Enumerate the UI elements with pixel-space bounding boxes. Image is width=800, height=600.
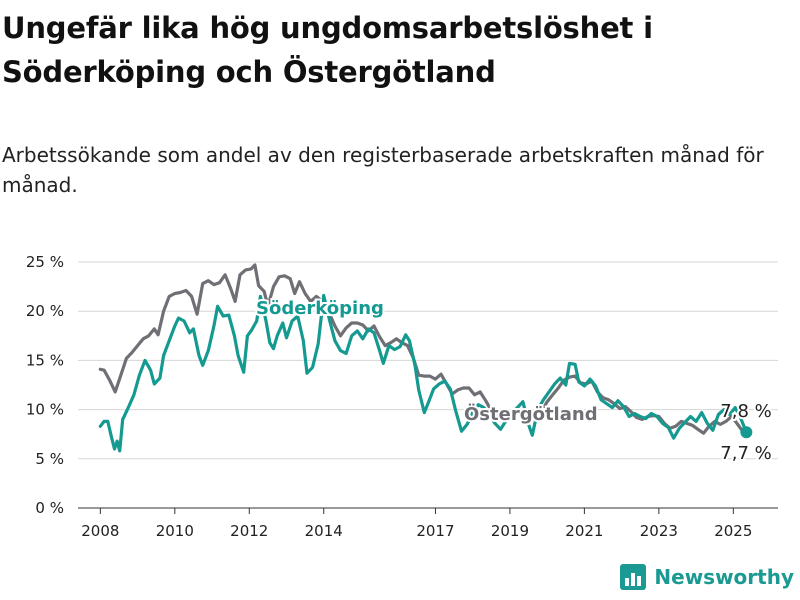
x-tick-label: 2010 [156, 522, 194, 540]
newsworthy-logo-icon [620, 564, 647, 590]
y-tick-label: 20 % [26, 302, 64, 320]
chart-title: Ungefär lika hög ungdomsarbetslöshet i S… [2, 11, 653, 89]
x-tick-label: 2023 [640, 522, 678, 540]
x-tick-label: 2014 [305, 522, 343, 540]
x-tick-label: 2017 [416, 522, 454, 540]
x-tick-label: 2019 [491, 522, 529, 540]
end-value-label-soderkoping: 7,7 % [720, 443, 771, 464]
y-tick-label: 0 % [35, 499, 64, 517]
chart-subtitle: Arbetssökande som andel av den registerb… [2, 143, 764, 197]
y-tick-label: 5 % [35, 450, 64, 468]
x-axis-ticks: 2008 2010 2012 2014 2017 2019 2021 2023 2025 [81, 508, 752, 540]
series-name-label-soderkoping: Söderköping [256, 298, 384, 319]
series-name-label-ostergotland: Östergötland [464, 403, 598, 425]
grid-lines [78, 261, 778, 509]
x-tick-label: 2021 [565, 522, 603, 540]
end-value-label-ostergotland: 7,8 % [720, 401, 771, 422]
series-lines [98, 263, 748, 453]
series-labels: Söderköping Östergötland 7,8 % 7,7 % [254, 296, 774, 466]
brand-name: Newsworthy [654, 565, 794, 589]
x-tick-label: 2012 [230, 522, 268, 540]
series-end-point-soderkoping [740, 426, 753, 439]
y-tick-label: 25 % [26, 253, 64, 271]
y-tick-label: 10 % [26, 401, 64, 419]
y-axis-ticks: 0 % 5 % 10 % 15 % 20 % 25 % [26, 253, 64, 517]
x-tick-label: 2008 [81, 522, 119, 540]
y-tick-label: 15 % [26, 351, 64, 369]
x-tick-label: 2025 [714, 522, 752, 540]
brand-logo: Newsworthy [620, 562, 794, 592]
series-line-soderkoping [98, 293, 748, 453]
